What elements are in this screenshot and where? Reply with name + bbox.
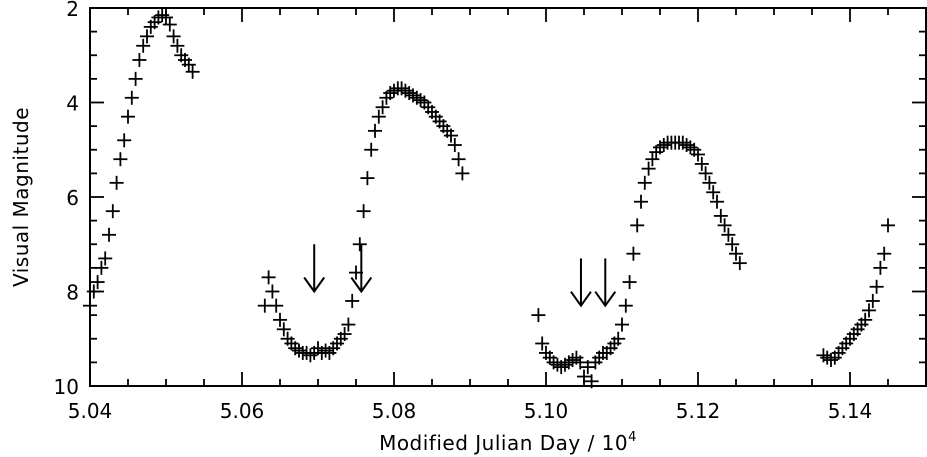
data-point [341, 317, 356, 332]
data-point [721, 227, 736, 242]
x-tick-label: 5.14 [828, 399, 873, 423]
data-point [877, 246, 892, 261]
data-point [109, 175, 124, 190]
data-point [634, 194, 648, 209]
data-point [447, 138, 462, 153]
data-point [573, 355, 588, 370]
data-point [535, 336, 550, 351]
data-point [732, 256, 747, 271]
data-point [269, 298, 284, 313]
data-point [702, 175, 717, 190]
data-point [155, 8, 170, 23]
data-point [337, 327, 352, 342]
data-point [181, 57, 196, 72]
data-point [364, 142, 379, 157]
data-point [717, 218, 732, 233]
data-point [117, 133, 132, 148]
x-tick-label: 5.10 [524, 399, 569, 423]
data-point [622, 275, 637, 290]
data-point [121, 109, 135, 124]
data-point [113, 152, 128, 167]
data-point [710, 194, 724, 209]
data-point [862, 303, 876, 318]
data-point [580, 360, 595, 375]
data-point [630, 218, 645, 233]
data-point [352, 237, 367, 252]
plot-frame [89, 7, 927, 387]
x-axis-ticks [89, 8, 927, 386]
data-point [261, 270, 276, 285]
data-point [265, 284, 280, 299]
data-point [102, 227, 116, 242]
data-point [273, 312, 287, 327]
data-point [865, 293, 880, 308]
data-point [858, 312, 873, 327]
data-point [170, 38, 185, 53]
data-point [691, 147, 705, 162]
x-axis-label-superscript: 4 [628, 430, 637, 445]
data-point [729, 246, 743, 261]
data-point [345, 293, 360, 308]
data-point [162, 17, 177, 32]
y-axis-tick-labels: 2 4 6 8 10 [54, 0, 79, 399]
data-point [375, 100, 390, 115]
x-tick-label: 5.06 [220, 399, 265, 423]
y-tick-label: 10 [54, 375, 79, 399]
x-axis-label: Modified Julian Day / 104 [379, 430, 637, 455]
data-point [725, 237, 740, 252]
data-point [132, 52, 147, 67]
data-point [136, 38, 151, 53]
data-point [641, 161, 656, 176]
data-point [368, 123, 382, 138]
data-point [166, 29, 181, 44]
data-point [124, 90, 139, 105]
data-point [356, 204, 371, 219]
data-point [105, 204, 120, 219]
data-point [90, 275, 105, 290]
down-arrow [350, 244, 373, 294]
data-point [185, 64, 200, 79]
data-point [615, 317, 629, 332]
data-point [694, 156, 709, 171]
data-point [618, 298, 633, 313]
y-axis-ticks [90, 7, 926, 387]
down-arrow [594, 258, 617, 308]
data-point [444, 128, 458, 143]
data-point [276, 322, 291, 337]
down-arrow [303, 244, 326, 294]
data-point [98, 251, 113, 266]
data-point [656, 138, 671, 153]
minimum-arrows [303, 244, 617, 308]
y-axis-label: Visual Magnitude [9, 107, 33, 287]
data-point [611, 331, 626, 346]
x-tick-label: 5.12 [676, 399, 721, 423]
data-point [637, 175, 652, 190]
data-markers [83, 8, 895, 389]
y-tick-label: 4 [66, 92, 79, 116]
data-point [873, 260, 888, 275]
x-tick-label: 5.04 [68, 399, 113, 423]
data-point [371, 109, 386, 124]
down-arrow [570, 258, 592, 308]
data-point [869, 279, 884, 294]
data-point [128, 71, 143, 86]
data-point [360, 171, 375, 186]
data-point [318, 343, 333, 358]
data-point [531, 308, 546, 323]
y-tick-label: 8 [66, 281, 79, 305]
y-tick-label: 6 [66, 186, 79, 210]
x-axis-tick-labels: 5.04 5.06 5.08 5.10 5.12 5.14 [68, 399, 873, 423]
data-point [140, 29, 154, 44]
data-point [713, 208, 728, 223]
data-point [645, 152, 660, 167]
data-point [451, 152, 466, 167]
x-tick-label: 5.08 [372, 399, 417, 423]
data-point [881, 218, 895, 233]
data-point [706, 185, 721, 200]
data-point [455, 166, 470, 181]
data-point [626, 246, 641, 261]
y-tick-label: 2 [66, 0, 79, 21]
data-point [698, 166, 713, 181]
